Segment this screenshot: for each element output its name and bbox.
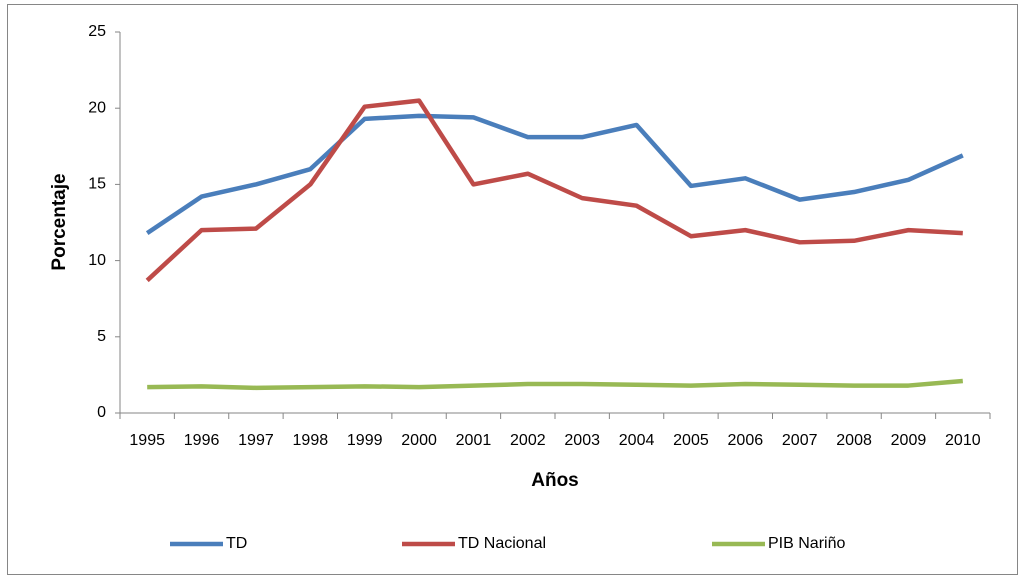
line-series bbox=[145, 98, 963, 283]
x-tick-label: 2010 bbox=[945, 432, 981, 449]
x-tick-label: 2000 bbox=[401, 432, 437, 449]
x-tick-label: 1997 bbox=[238, 432, 274, 449]
x-tick-label: 2004 bbox=[619, 432, 655, 449]
x-tick-label: 2003 bbox=[564, 432, 600, 449]
line-series bbox=[145, 113, 964, 236]
x-tick-label: 2005 bbox=[673, 432, 709, 449]
x-tick-label: 1998 bbox=[293, 432, 329, 449]
legend-label: PIB Nariño bbox=[768, 535, 845, 552]
x-tick-label: 2007 bbox=[782, 432, 818, 449]
y-tick-label: 10 bbox=[88, 252, 106, 269]
y-tick-label: 5 bbox=[97, 328, 106, 345]
y-tick-label: 0 bbox=[97, 404, 106, 421]
y-axis-title: Porcentaje bbox=[49, 173, 70, 270]
x-tick-label: 2008 bbox=[836, 432, 872, 449]
legend-label: TD Nacional bbox=[458, 535, 546, 552]
x-tick-label: 2009 bbox=[891, 432, 927, 449]
x-tick-label: 1996 bbox=[184, 432, 220, 449]
x-tick-label: 1995 bbox=[129, 432, 165, 449]
x-axis-title: Años bbox=[531, 470, 579, 491]
y-tick-label: 15 bbox=[88, 176, 106, 193]
x-tick-label: 1999 bbox=[347, 432, 383, 449]
x-tick-label: 2006 bbox=[728, 432, 764, 449]
y-tick-label: 20 bbox=[88, 99, 106, 116]
x-tick-label: 2001 bbox=[456, 432, 492, 449]
x-tick-label: 2002 bbox=[510, 432, 546, 449]
chart-border bbox=[7, 4, 1018, 575]
legend-label: TD bbox=[226, 535, 247, 552]
y-tick-label: 25 bbox=[88, 23, 106, 40]
line-series bbox=[147, 378, 964, 391]
